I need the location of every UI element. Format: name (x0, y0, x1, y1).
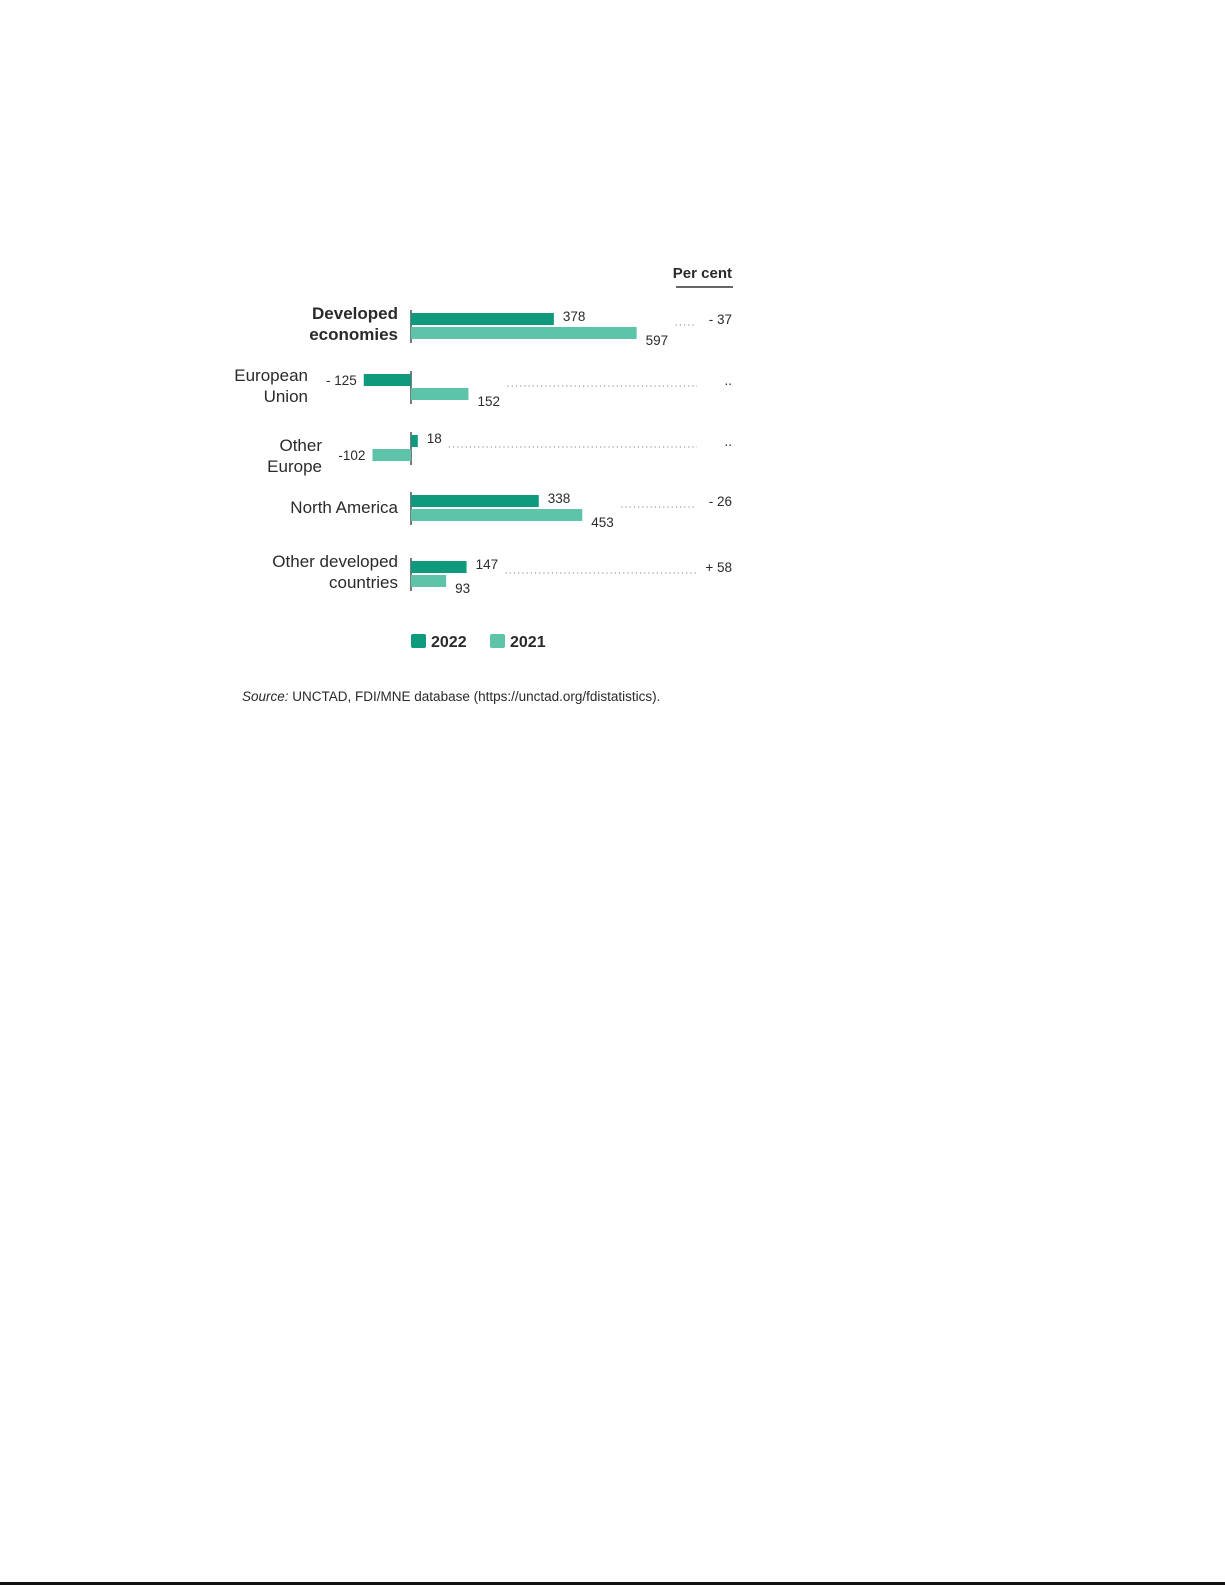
bar-2021 (411, 388, 469, 400)
data-label-2021: 453 (591, 515, 614, 530)
bar-chart: Per cent Developed economies 378 597 - 37 Euro… (234, 265, 733, 651)
data-label-2022: 338 (548, 491, 571, 506)
category-label: Other developed (272, 552, 398, 571)
data-label-2021: 152 (477, 394, 500, 409)
category-label: economies (309, 325, 398, 344)
percent-column-header: Per cent (673, 265, 732, 282)
data-label-2021: -102 (338, 448, 365, 463)
category-label: Developed (312, 304, 398, 323)
bar-2022 (411, 561, 467, 573)
category-label: countries (329, 573, 398, 592)
bar-2022 (411, 435, 418, 447)
percent-change: - 26 (709, 494, 732, 509)
data-label-2021: 93 (455, 581, 470, 596)
source-label: Source: (242, 689, 289, 704)
percent-change: .. (724, 373, 732, 388)
category-label: Other (279, 436, 322, 455)
bar-2021 (411, 509, 583, 521)
legend-swatch-2021 (490, 634, 505, 648)
category-label: Europe (267, 457, 322, 476)
legend-label-2021: 2021 (510, 634, 546, 651)
category-label: Union (264, 387, 308, 406)
percent-change: + 58 (705, 560, 732, 575)
source-note: Source: UNCTAD, FDI/MNE database (https:… (242, 689, 660, 704)
bar-2022 (411, 313, 554, 325)
page-bottom-rule (0, 1582, 1225, 1585)
data-label-2022: 147 (476, 557, 499, 572)
source-text: UNCTAD, FDI/MNE database (https://unctad… (292, 689, 661, 704)
bar-2021 (411, 327, 637, 339)
bar-2021 (411, 575, 447, 587)
bar-2022 (411, 495, 539, 507)
legend-label-2022: 2022 (431, 634, 467, 651)
category-label: North America (290, 498, 398, 517)
data-label-2021: 597 (646, 333, 669, 348)
category-label: European (234, 366, 308, 385)
legend-swatch-2022 (411, 634, 426, 648)
bar-2021 (372, 449, 411, 461)
bar-2022 (363, 374, 411, 386)
data-label-2022: - 125 (326, 373, 357, 388)
data-label-2022: 378 (563, 309, 586, 324)
data-label-2022: 18 (427, 431, 442, 446)
percent-change: .. (724, 434, 732, 449)
percent-change: - 37 (709, 312, 732, 327)
